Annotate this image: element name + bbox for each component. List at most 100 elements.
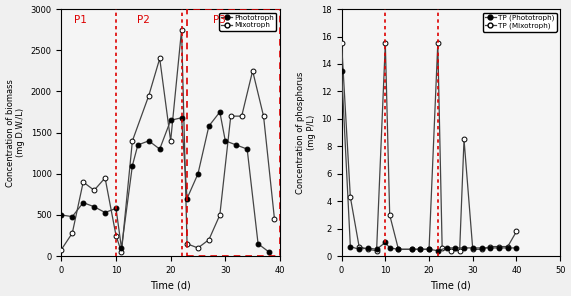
Mixotroph <box>216 213 223 217</box>
TP (Phototroph) <box>395 247 402 251</box>
TP (Mixotroph) <box>382 42 389 45</box>
Mixotroph <box>69 231 76 235</box>
Mixotroph <box>118 250 125 254</box>
TP (Mixotroph) <box>439 246 445 250</box>
TP (Mixotroph) <box>435 42 441 45</box>
Mixotroph <box>271 217 278 221</box>
TP (Mixotroph) <box>478 247 485 251</box>
Phototroph <box>112 207 119 210</box>
Mixotroph <box>195 246 202 250</box>
TP (Phototroph) <box>452 246 459 250</box>
Mixotroph <box>146 94 152 97</box>
Phototroph <box>91 205 98 208</box>
Phototroph <box>156 147 163 151</box>
TP (Phototroph) <box>417 247 424 251</box>
TP (Phototroph) <box>364 246 371 250</box>
Mixotroph <box>260 114 267 118</box>
TP (Phototroph) <box>443 246 450 250</box>
Phototroph <box>58 213 65 217</box>
Phototroph <box>233 143 240 147</box>
TP (Mixotroph) <box>504 245 511 248</box>
TP (Phototroph) <box>513 246 520 250</box>
TP (Mixotroph) <box>425 247 432 251</box>
TP (Phototroph) <box>435 249 441 252</box>
Phototroph <box>216 110 223 114</box>
Phototroph <box>129 164 136 167</box>
TP (Mixotroph) <box>448 249 455 252</box>
TP (Phototroph) <box>386 246 393 250</box>
Phototroph <box>134 143 141 147</box>
TP (Phototroph) <box>461 246 468 250</box>
Text: P3: P3 <box>214 15 226 25</box>
X-axis label: Time (d): Time (d) <box>150 280 191 290</box>
Phototroph <box>206 124 212 128</box>
TP (Phototroph) <box>487 246 494 250</box>
Mixotroph <box>227 114 234 118</box>
TP (Phototroph) <box>382 241 389 244</box>
Mixotroph <box>178 28 185 31</box>
Phototroph <box>69 215 76 218</box>
Phototroph <box>266 250 272 254</box>
Line: TP (Mixotroph): TP (Mixotroph) <box>339 41 519 253</box>
TP (Mixotroph) <box>395 247 402 251</box>
Phototroph <box>102 211 108 214</box>
Text: P2: P2 <box>137 15 150 25</box>
Mixotroph <box>112 234 119 237</box>
Mixotroph <box>156 57 163 60</box>
Mixotroph <box>238 114 245 118</box>
TP (Mixotroph) <box>496 245 502 248</box>
Legend: TP (Phototroph), TP (Mixotroph): TP (Phototroph), TP (Mixotroph) <box>483 13 557 32</box>
Mixotroph <box>184 242 191 246</box>
TP (Phototroph) <box>504 246 511 250</box>
TP (Mixotroph) <box>356 245 363 248</box>
TP (Phototroph) <box>469 246 476 250</box>
TP (Phototroph) <box>356 247 363 251</box>
TP (Mixotroph) <box>417 247 424 251</box>
TP (Phototroph) <box>347 245 354 248</box>
Mixotroph <box>91 189 98 192</box>
Phototroph <box>178 116 185 120</box>
Phototroph <box>80 201 87 205</box>
TP (Phototroph) <box>425 247 432 251</box>
Line: Phototroph: Phototroph <box>59 110 271 255</box>
X-axis label: Time (d): Time (d) <box>431 280 471 290</box>
Text: P1: P1 <box>74 15 87 25</box>
Mixotroph <box>58 248 65 251</box>
Phototroph <box>184 197 191 200</box>
Mixotroph <box>102 176 108 180</box>
Mixotroph <box>167 139 174 143</box>
TP (Mixotroph) <box>347 195 354 199</box>
TP (Phototroph) <box>408 247 415 251</box>
TP (Mixotroph) <box>408 247 415 251</box>
Line: TP (Phototroph): TP (Phototroph) <box>339 68 519 253</box>
Phototroph <box>222 139 229 143</box>
TP (Phototroph) <box>496 246 502 250</box>
Legend: Phototroph, Mixotroph: Phototroph, Mixotroph <box>219 13 276 30</box>
Mixotroph <box>249 69 256 73</box>
Line: Mixotroph: Mixotroph <box>59 27 277 255</box>
Phototroph <box>244 147 251 151</box>
TP (Mixotroph) <box>469 247 476 251</box>
TP (Mixotroph) <box>487 245 494 248</box>
Phototroph <box>195 172 202 176</box>
Y-axis label: Concentration of biomass
(mg D.W./L): Concentration of biomass (mg D.W./L) <box>6 79 25 186</box>
TP (Mixotroph) <box>373 249 380 252</box>
Bar <box>187 9 280 256</box>
Phototroph <box>146 139 152 143</box>
TP (Mixotroph) <box>456 249 463 252</box>
Phototroph <box>255 242 262 246</box>
TP (Mixotroph) <box>513 230 520 233</box>
TP (Mixotroph) <box>461 138 468 141</box>
Mixotroph <box>129 139 136 143</box>
TP (Phototroph) <box>478 246 485 250</box>
TP (Mixotroph) <box>386 213 393 217</box>
Y-axis label: Concentration of phosphorus
(mg P/L): Concentration of phosphorus (mg P/L) <box>296 71 316 194</box>
TP (Mixotroph) <box>338 42 345 45</box>
Phototroph <box>118 246 125 250</box>
TP (Phototroph) <box>338 69 345 73</box>
TP (Phototroph) <box>373 247 380 251</box>
Mixotroph <box>206 238 212 242</box>
Phototroph <box>167 118 174 122</box>
Mixotroph <box>80 180 87 184</box>
TP (Mixotroph) <box>364 247 371 251</box>
